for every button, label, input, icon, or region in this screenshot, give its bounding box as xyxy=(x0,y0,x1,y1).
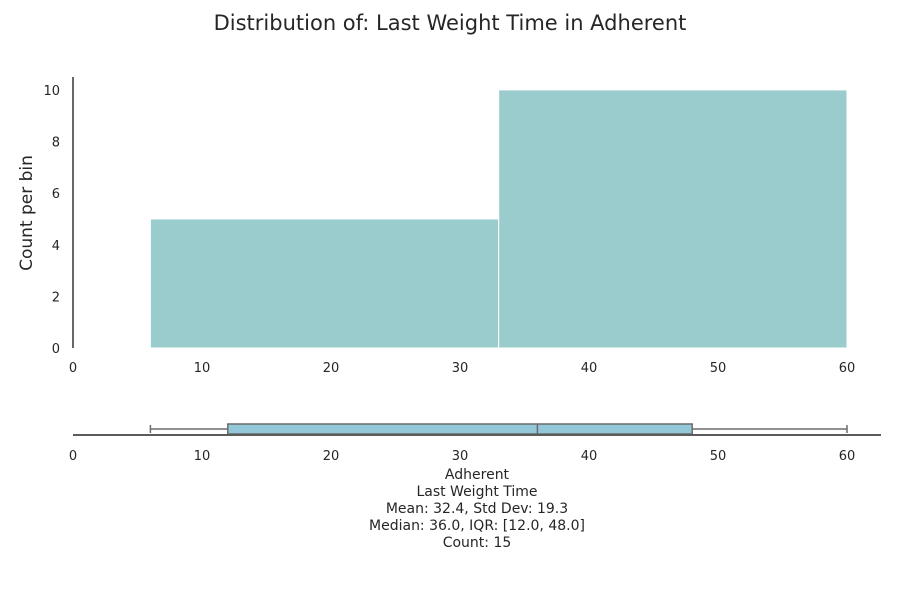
boxplot-x-tick-label: 40 xyxy=(581,449,598,464)
histogram-bar xyxy=(149,218,500,349)
histogram-x-tick-label: 20 xyxy=(323,361,340,376)
histogram-panel: 0 2 4 6 8 10 0 10 20 30 40 50 60 Count per bin xyxy=(17,77,855,376)
boxplot-x-tick-labels: 0 10 20 30 40 50 60 xyxy=(69,449,855,464)
boxplot-x-tick-label: 10 xyxy=(194,449,211,464)
histogram-x-tick-labels: 0 10 20 30 40 50 60 xyxy=(69,361,855,376)
boxplot-summary-line: Mean: 32.4, Std Dev: 19.3 xyxy=(386,501,568,517)
histogram-y-axis-title: Count per bin xyxy=(17,155,37,271)
boxplot-summary-line: Last Weight Time xyxy=(416,484,537,500)
histogram-x-tick-label: 40 xyxy=(581,361,598,376)
histogram-x-tick-label: 30 xyxy=(452,361,469,376)
boxplot-x-tick-label: 50 xyxy=(710,449,727,464)
histogram-x-tick-label: 60 xyxy=(839,361,856,376)
histogram-x-tick-label: 0 xyxy=(69,361,77,376)
boxplot-summary-line: Adherent xyxy=(445,467,510,483)
boxplot-x-tick-label: 20 xyxy=(323,449,340,464)
boxplot-elements xyxy=(149,423,848,435)
histogram-y-tick-label: 2 xyxy=(52,290,60,305)
histogram-y-tick-label: 0 xyxy=(52,342,60,357)
histogram-y-tick-label: 8 xyxy=(52,136,60,151)
boxplot-x-tick-label: 60 xyxy=(839,449,856,464)
histogram-y-tick-label: 10 xyxy=(43,84,60,99)
histogram-x-tick-label: 50 xyxy=(710,361,727,376)
histogram-bars xyxy=(149,89,848,349)
histogram-bar xyxy=(498,89,848,349)
histogram-x-tick-label: 10 xyxy=(194,361,211,376)
boxplot-iqr-box xyxy=(227,423,693,435)
boxplot-summary-line: Median: 36.0, IQR: [12.0, 48.0] xyxy=(369,518,585,534)
boxplot-x-tick-label: 30 xyxy=(452,449,469,464)
histogram-y-tick-labels: 0 2 4 6 8 10 xyxy=(43,84,60,357)
boxplot-summary-line: Count: 15 xyxy=(443,535,512,551)
histogram-y-tick-label: 4 xyxy=(52,239,60,254)
boxplot-x-tick-label: 0 xyxy=(69,449,77,464)
chart-title: Distribution of: Last Weight Time in Adh… xyxy=(214,11,687,35)
histogram-y-tick-label: 6 xyxy=(52,187,60,202)
